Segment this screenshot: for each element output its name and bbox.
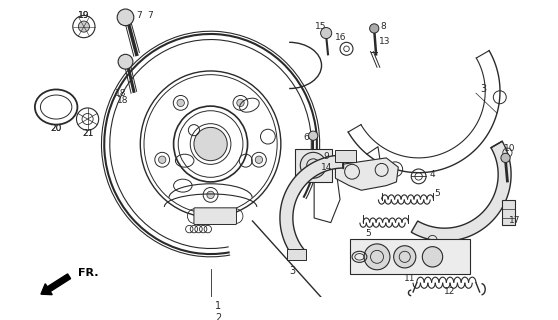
Text: 18: 18	[117, 96, 128, 105]
Text: 8: 8	[381, 22, 386, 31]
Text: FR.: FR.	[78, 268, 99, 278]
Text: 2: 2	[215, 313, 221, 320]
Text: 16: 16	[335, 33, 347, 42]
Text: 14: 14	[320, 163, 332, 172]
Text: 3: 3	[290, 266, 296, 276]
Circle shape	[158, 156, 166, 164]
Text: 13: 13	[379, 37, 390, 46]
Circle shape	[364, 244, 390, 270]
Text: 6: 6	[303, 133, 309, 142]
Bar	[287, 249, 306, 260]
Circle shape	[78, 21, 89, 32]
Text: 21: 21	[82, 129, 93, 138]
Text: 5: 5	[434, 188, 440, 197]
Text: 15: 15	[315, 22, 326, 31]
Text: 7: 7	[137, 11, 142, 20]
Bar	[350, 239, 470, 275]
Text: 3: 3	[480, 84, 487, 93]
Bar	[335, 150, 356, 162]
FancyArrow shape	[41, 274, 70, 295]
Polygon shape	[280, 155, 343, 259]
Text: 19: 19	[78, 11, 90, 20]
Circle shape	[300, 152, 326, 178]
Text: 18: 18	[115, 89, 127, 98]
Circle shape	[177, 99, 184, 107]
Circle shape	[309, 131, 318, 140]
Circle shape	[369, 24, 379, 33]
Circle shape	[255, 156, 263, 164]
Text: 11: 11	[403, 274, 415, 283]
Text: 20: 20	[50, 124, 62, 133]
Text: 12: 12	[444, 286, 456, 296]
Circle shape	[194, 127, 227, 161]
FancyBboxPatch shape	[194, 208, 237, 224]
Text: 4: 4	[430, 170, 435, 179]
Bar	[295, 149, 331, 182]
Circle shape	[321, 28, 331, 39]
Text: 9: 9	[323, 152, 329, 161]
Polygon shape	[411, 141, 511, 241]
Text: 20: 20	[50, 124, 62, 133]
Text: 21: 21	[82, 129, 93, 138]
Text: 5: 5	[365, 229, 371, 238]
Circle shape	[117, 9, 134, 26]
Text: 19: 19	[78, 11, 90, 20]
Text: 7: 7	[148, 11, 153, 20]
Circle shape	[207, 191, 214, 199]
Bar	[502, 199, 515, 225]
Circle shape	[237, 99, 244, 107]
Text: 17: 17	[509, 216, 521, 225]
Text: 1: 1	[215, 301, 221, 311]
Text: 10: 10	[503, 144, 515, 153]
Polygon shape	[335, 158, 398, 190]
Circle shape	[422, 247, 442, 267]
Circle shape	[501, 153, 510, 163]
Circle shape	[393, 246, 416, 268]
Circle shape	[118, 54, 133, 69]
